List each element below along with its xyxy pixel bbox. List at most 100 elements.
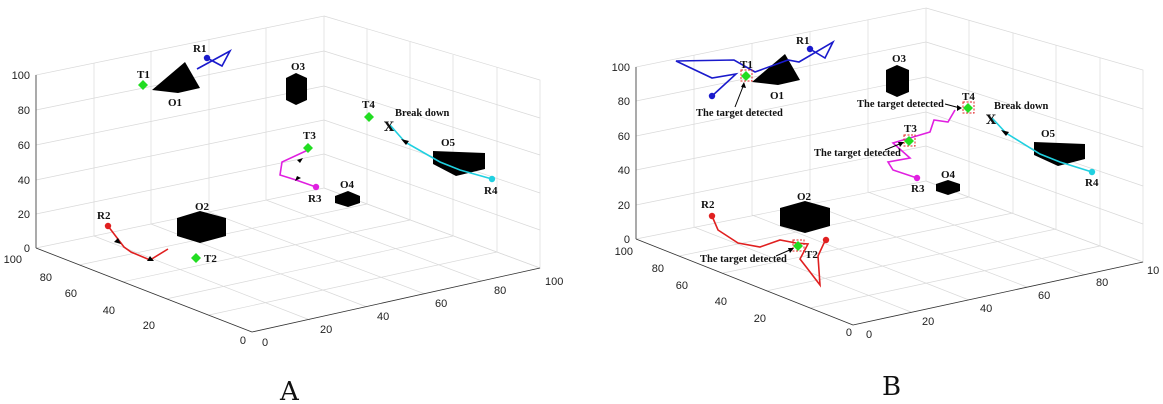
target-label: T2: [204, 253, 217, 265]
obstacle-label: O4: [941, 169, 956, 181]
target-label: T3: [904, 123, 917, 135]
x-tick: 80: [1096, 277, 1108, 289]
z-tick: 60: [18, 140, 30, 152]
robot-path-r2: [711, 215, 827, 288]
robot-label: R2: [97, 210, 111, 222]
x-tick: 20: [922, 316, 934, 328]
panel-a-x-ticks: 0 20 40 60 80 100: [262, 276, 563, 349]
panel-b-z-ticks: 0 20 40 60 80 100: [612, 62, 630, 246]
z-tick: 0: [24, 243, 30, 255]
target-label: T1: [740, 59, 753, 71]
y-tick: 100: [4, 254, 22, 266]
y-tick: 40: [715, 296, 727, 308]
robot-start-r2: [104, 222, 112, 230]
obstacle-label: O1: [168, 97, 182, 109]
robot-start-r1: [806, 45, 814, 53]
robot-label: R4: [1085, 177, 1099, 189]
target-t3: [904, 136, 914, 146]
z-tick: 80: [18, 105, 30, 117]
y-tick: 60: [65, 288, 77, 300]
obstacle-o1: [152, 62, 200, 93]
y-tick: 20: [754, 313, 766, 325]
robot-label: R4: [484, 185, 498, 197]
obstacle-o3: [286, 73, 307, 105]
z-tick: 40: [618, 165, 630, 177]
panel-label-a: A: [279, 377, 300, 404]
target-label: T2: [805, 249, 818, 261]
target-t3: [303, 143, 313, 153]
robot-end-r1: [708, 92, 716, 100]
robot-path-r4: [991, 117, 1093, 173]
detection-box: [740, 69, 753, 82]
target-detected-label: The target detected: [814, 148, 901, 159]
y-tick: 0: [240, 335, 246, 347]
panel-a-axes: [35, 75, 541, 333]
obstacle-o2: [780, 201, 830, 233]
detection-box: [962, 101, 975, 114]
robot-path-r1: [675, 39, 835, 97]
target-t1: [138, 80, 148, 90]
z-tick: 80: [618, 96, 630, 108]
obstacle-o4: [936, 180, 960, 195]
robot-path-r3: [279, 149, 317, 188]
robot-label: R1: [796, 35, 809, 47]
robot-start-r4: [1088, 168, 1096, 176]
y-tick: 0: [846, 327, 852, 339]
x-tick: 10: [1147, 265, 1159, 277]
robot-path-r4: [389, 124, 493, 180]
target-label: T4: [962, 91, 975, 103]
y-tick: 80: [652, 263, 664, 275]
obstacle-label: O2: [195, 201, 210, 213]
robot-label: R3: [308, 193, 322, 205]
panel-a-robot-paths: R1 R2 R3 R4 X Break down: [97, 43, 498, 261]
robot-start-r1: [203, 54, 211, 62]
obstacle-label: O5: [1041, 128, 1056, 140]
robot-path-r1: [196, 49, 232, 70]
y-tick: 20: [143, 320, 155, 332]
path-arrow: [147, 256, 154, 261]
x-tick: 0: [866, 329, 872, 341]
path-arrow: [295, 176, 301, 181]
detection-box: [903, 134, 916, 147]
z-tick: 100: [12, 70, 30, 82]
target-t2: [191, 253, 201, 263]
robot-label: R3: [911, 183, 925, 195]
obstacle-o3: [886, 65, 909, 97]
panel-b-axes: [635, 67, 1144, 326]
obstacle-label: O5: [441, 137, 456, 149]
target-label: T3: [303, 130, 316, 142]
x-tick: 40: [377, 311, 389, 323]
break-down-annotation: Break down: [994, 101, 1049, 112]
z-tick: 20: [618, 200, 630, 212]
obstacle-label: O4: [340, 179, 355, 191]
robot-start-r4: [488, 175, 496, 183]
panel-b-obstacles: O1 O3 O2 O4 O5: [752, 53, 1085, 233]
panel-b: 0 20 40 60 80 100 100 80 60 40 20 0 0 20…: [612, 7, 1159, 402]
x-tick: 80: [494, 285, 506, 297]
obstacle-o1: [752, 54, 800, 85]
z-tick: 20: [18, 209, 30, 221]
panel-a-targets: T1 T2 T3 T4: [137, 69, 375, 265]
z-tick: 60: [618, 131, 630, 143]
robot-label: R2: [701, 199, 715, 211]
obstacle-label: O2: [797, 191, 812, 203]
target-label: T4: [362, 99, 375, 111]
x-tick: 60: [435, 298, 447, 310]
path-arrow: [114, 238, 121, 244]
y-tick: 100: [615, 246, 633, 258]
path-arrow: [401, 139, 409, 145]
target-t4: [963, 103, 973, 113]
panel-a-z-ticks: 0 20 40 60 80 100: [12, 70, 30, 255]
robot-end-r2: [822, 236, 830, 244]
detection-box: [792, 239, 805, 252]
obstacle-label: O3: [892, 53, 907, 65]
x-tick: 20: [320, 324, 332, 336]
x-tick: 40: [980, 303, 992, 315]
z-tick: 40: [18, 175, 30, 187]
robot-label: R1: [193, 43, 206, 55]
target-t2: [793, 241, 803, 251]
panel-b-robot-paths: R1 R2 R3 R4 X Break down: [675, 35, 1099, 288]
y-tick: 80: [40, 272, 52, 284]
panel-b-detection-annotations: The target detected The target detected …: [696, 82, 962, 265]
